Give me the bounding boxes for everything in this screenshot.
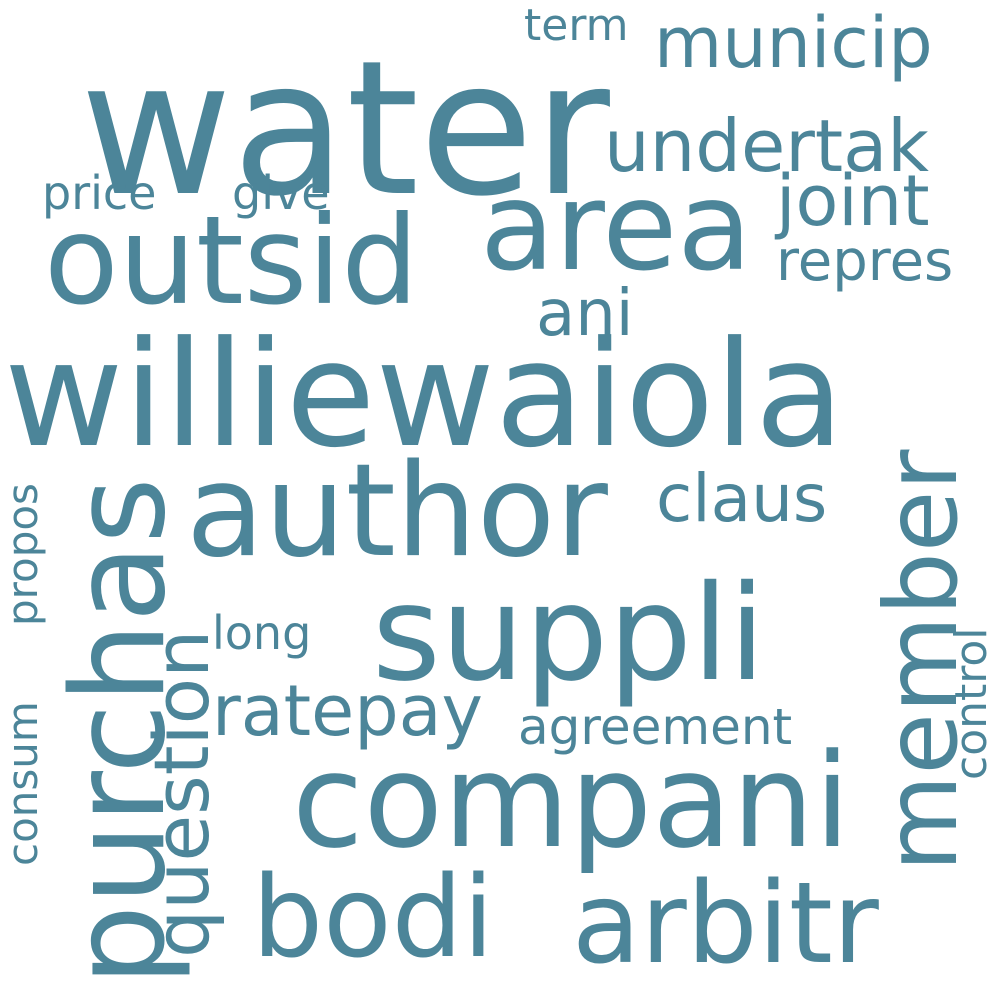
word-claus: claus [656,460,828,537]
word-price: price [42,166,157,220]
word-author: author [186,437,608,586]
word-municip: municip [654,2,933,84]
word-repres: repres [776,229,954,294]
word-consum: consum [0,701,47,866]
word-undertak: undertak [604,104,929,188]
word-compani: compani [292,725,851,877]
word-joint: joint [776,160,930,242]
word-outsid: outsid [44,190,419,332]
word-agreement: agreement [518,698,793,756]
word-long: long [212,606,312,660]
word-ani: ani [536,277,634,351]
word-arbitr: arbitr [572,859,879,989]
word-water: water [80,20,610,237]
word-propos: propos [0,483,47,626]
word-area: area [480,156,753,298]
word-term: term [524,0,629,51]
word-bodi: bodi [252,853,494,983]
word-williewaiola: williewaiola [4,310,845,480]
word-suppli: suppli [372,557,766,711]
word-give: give [232,166,330,220]
word-question: question [137,629,226,958]
word-control: control [946,627,997,780]
word-ratepay: ratepay [212,670,483,752]
